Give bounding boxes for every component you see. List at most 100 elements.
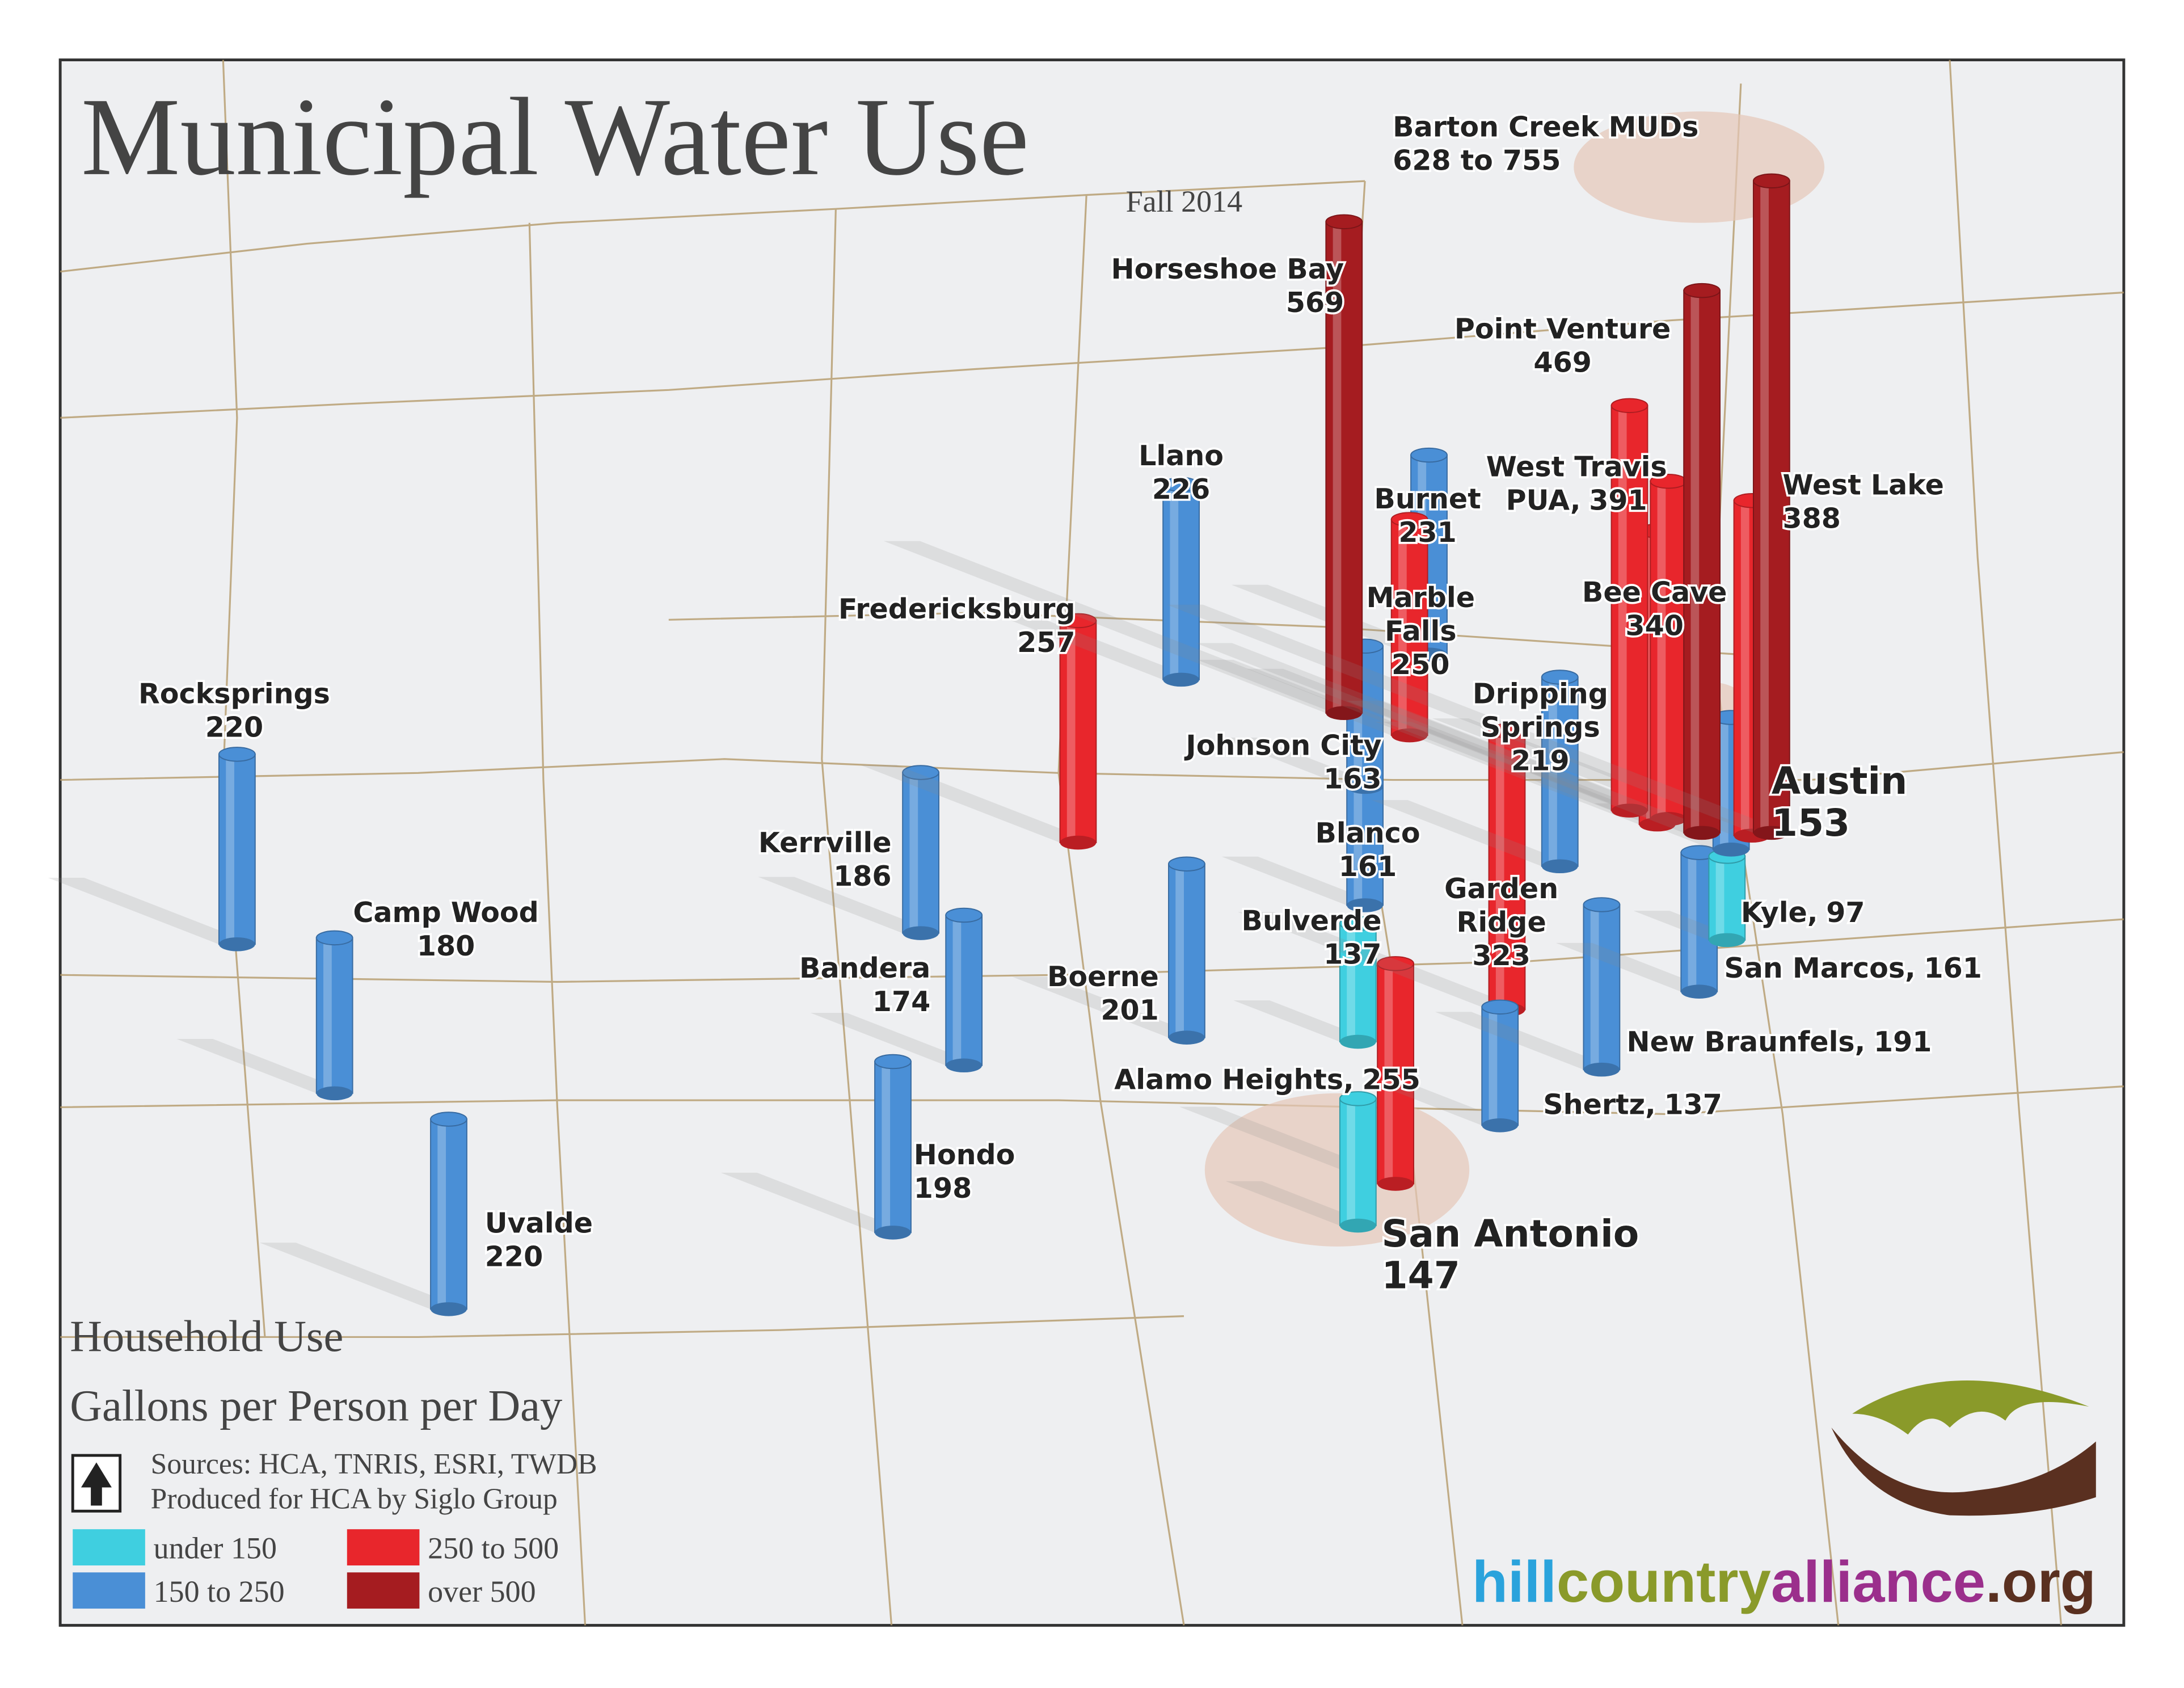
- bar-bottom: [1583, 1062, 1620, 1077]
- bar: [315, 937, 353, 1094]
- bar-highlight: [1333, 221, 1342, 713]
- city-value: 388: [1782, 502, 1840, 534]
- bar-bottom: [1713, 843, 1749, 857]
- bar-top: [945, 907, 983, 923]
- bar-highlight: [1720, 717, 1728, 850]
- bar-top: [1168, 856, 1205, 872]
- county-lines: [60, 60, 2124, 1626]
- bar-top: [1752, 173, 1790, 189]
- city-label: New Braunfels, 191: [1627, 1025, 1932, 1058]
- bar-bottom: [1326, 706, 1363, 721]
- bar-highlight: [1347, 1098, 1355, 1226]
- bar-highlight: [1398, 519, 1407, 736]
- city-name: Barton Creek MUDs: [1393, 111, 1698, 144]
- city-value: 191: [1874, 1025, 1932, 1058]
- city-name: Blanco: [1315, 816, 1420, 849]
- bar-shadow: [1220, 738, 1384, 787]
- north-arrow: [81, 1462, 112, 1506]
- city-value: 153: [1772, 801, 1850, 845]
- city-name: New Braunfels,: [1627, 1025, 1866, 1058]
- city-value: 147: [1382, 1253, 1460, 1298]
- city-label: Austin 153: [1772, 759, 1907, 845]
- bar-shadow: [1346, 701, 1687, 819]
- city-label: Rocksprings 220: [138, 677, 330, 744]
- bar-top: [1410, 447, 1448, 463]
- bar-highlight: [1590, 904, 1599, 1070]
- city-name: Springs: [1481, 710, 1600, 743]
- bar-top: [430, 1112, 467, 1127]
- city-label: West Travis PUA, 391: [1486, 450, 1667, 516]
- bar-bottom: [1391, 728, 1428, 743]
- city-value: 340: [1625, 609, 1683, 642]
- bar-bottom: [1709, 933, 1745, 948]
- bar-shadow: [48, 878, 255, 945]
- legend-title: Household Use: [70, 1311, 343, 1361]
- city-label: Boerne 201: [1047, 960, 1159, 1026]
- bar-bottom: [1347, 898, 1384, 912]
- city-value: 628 to 755: [1393, 144, 1561, 176]
- bar-bottom: [1339, 1218, 1376, 1233]
- bar: [1162, 483, 1200, 680]
- bar: [1339, 1098, 1377, 1227]
- bar-bottom: [1753, 826, 1790, 840]
- bar-top: [1683, 283, 1721, 298]
- bar-top: [1488, 723, 1526, 739]
- bar: [218, 754, 256, 945]
- bar-top: [315, 930, 353, 946]
- city-label: Kerrville 186: [758, 826, 892, 893]
- bar-bottom: [218, 937, 255, 952]
- bar-highlight: [1175, 864, 1184, 1038]
- logo-mark: [1831, 1380, 2096, 1516]
- city-value: 226: [1152, 473, 1210, 506]
- bar-shadow: [1371, 800, 1578, 866]
- city-name: Hondo: [914, 1138, 1015, 1171]
- logo-part: hill: [1472, 1549, 1557, 1614]
- city-name: Bandera: [799, 952, 930, 984]
- bar-top: [1390, 512, 1428, 527]
- bar-bottom: [1163, 672, 1200, 687]
- bar-shadow: [1555, 942, 1718, 992]
- city-value: 201: [1101, 994, 1158, 1026]
- bar-bottom: [1684, 826, 1721, 840]
- logo-text: hillcountryalliance.org: [1472, 1549, 2096, 1614]
- bar: [874, 1061, 912, 1234]
- city-name: Uvalde: [485, 1206, 593, 1239]
- city-value: 198: [914, 1172, 972, 1205]
- legend-swatch: [73, 1572, 145, 1609]
- bar-highlight: [1495, 731, 1504, 1010]
- city-value: 250: [1392, 648, 1449, 681]
- bar-shadow: [884, 541, 1363, 713]
- bar-highlight: [1170, 484, 1179, 680]
- city-name: Alamo Heights,: [1114, 1063, 1354, 1096]
- city-label: Bulverde 137: [1241, 904, 1381, 971]
- city-label: Bandera 174: [799, 952, 930, 1018]
- bar: [1488, 730, 1526, 1011]
- city-name: San Antonio: [1382, 1211, 1639, 1256]
- bar-bottom: [1611, 803, 1648, 818]
- bar-shadow: [987, 611, 1200, 680]
- city-label: Johnson City 163: [1184, 729, 1381, 795]
- city-value: 137: [1323, 938, 1381, 971]
- bar-bottom: [1169, 1030, 1205, 1045]
- bars: [48, 173, 1790, 1316]
- sources: Produced for HCA by Siglo Group: [151, 1483, 558, 1515]
- city-name: Kyle,: [1741, 896, 1818, 929]
- city-value: 161: [1339, 850, 1397, 883]
- bar-highlight: [1740, 500, 1749, 836]
- bar-shadow: [1197, 659, 1428, 736]
- city-label: Kyle, 97: [1741, 896, 1865, 929]
- bar-bottom: [1482, 1118, 1519, 1133]
- city-label: Barton Creek MUDs 628 to 755: [1393, 111, 1698, 177]
- subtitle: Fall 2014: [1126, 184, 1243, 218]
- bar-top: [1339, 916, 1377, 931]
- bar-top: [1059, 613, 1097, 629]
- city-label: Horseshoe Bay 569: [1111, 252, 1344, 319]
- legend: under 150 150 to 250 250 to 500 over 500: [73, 1529, 559, 1609]
- bar: [1059, 620, 1097, 844]
- bar-highlight: [1354, 766, 1363, 906]
- legend-subtitle: Gallons per Person per Day: [70, 1381, 562, 1430]
- city-name: Johnson City: [1184, 729, 1381, 761]
- bar-shadow: [259, 1243, 467, 1310]
- city-label: Point Venture 469: [1454, 312, 1671, 378]
- bar-shadow: [1196, 643, 1721, 833]
